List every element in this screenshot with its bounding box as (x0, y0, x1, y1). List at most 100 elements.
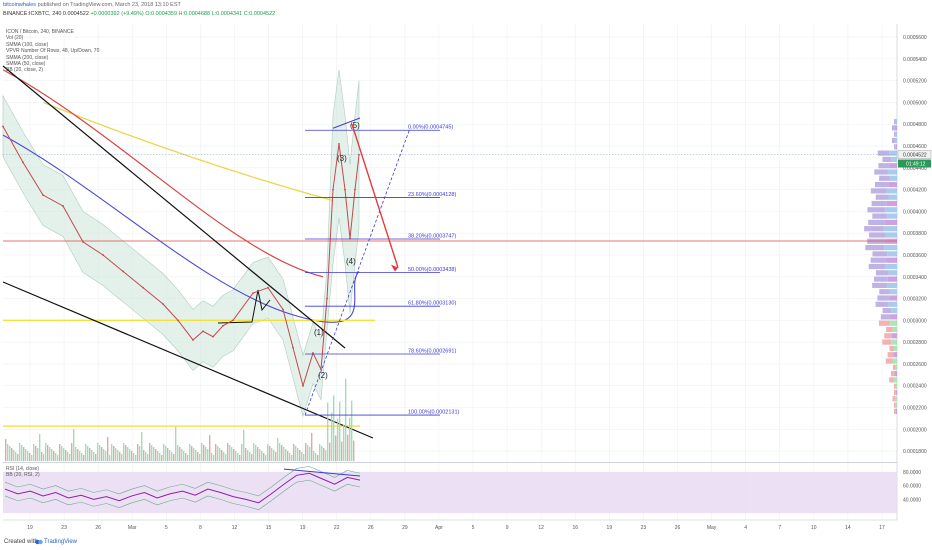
volume-bar (19, 443, 21, 461)
volume-bar (21, 445, 23, 461)
vpvr-bar (871, 200, 887, 207)
price-point (282, 308, 284, 311)
volume-bar (179, 447, 181, 461)
vpvr-bar (865, 245, 885, 251)
fib-level-label: 0.00%(0.0004745) (408, 125, 453, 131)
price-point (122, 270, 124, 273)
vpvr-bar (892, 326, 897, 333)
symbol-line: BINANCE:ICXBTC, 240 0.0004522 +0.0000392… (3, 11, 275, 18)
volume-bar (173, 454, 175, 461)
vpvr-bar (889, 377, 894, 383)
wave-line (332, 117, 361, 129)
created-with-text: Created with (4, 539, 38, 545)
x-tick-label: 26 (675, 525, 681, 531)
legend-item[interactable]: SMMA (50, close) (6, 61, 46, 68)
y-tick-label: 0.0004200 (903, 188, 927, 194)
close-price-label: 0.0004522 (62, 11, 89, 17)
legend-item[interactable]: VPVR Number Of Rows, 48, Up/Down, 70 (6, 48, 100, 55)
volume-bar (95, 454, 97, 461)
low-label: L:0.0004341 (211, 11, 243, 17)
fib-level-label: 78.60%(0.0002691) (408, 349, 456, 355)
x-tick-label: 7 (778, 525, 781, 531)
vpvr-bar (868, 263, 886, 270)
vpvr-bar (874, 169, 888, 175)
volume-bar (185, 453, 187, 461)
volume-bar (43, 454, 45, 461)
volume-bar (85, 444, 87, 461)
vpvr-bar (894, 144, 896, 150)
x-tick-label: 14 (845, 525, 851, 531)
legend-item[interactable]: ICON / Bitcoin, 240, BINANCE (6, 29, 74, 35)
volume-bar (155, 449, 157, 461)
volume-bar (201, 443, 203, 461)
volume-bar (171, 452, 173, 461)
volume-bar (217, 446, 219, 461)
smma-200-line (42, 101, 334, 202)
x-tick-label: 19 (300, 525, 306, 531)
volume-bar (281, 445, 283, 461)
vpvr-bar (895, 383, 897, 389)
volume-bar (203, 445, 205, 461)
vpvr-bar (886, 257, 897, 263)
volume-bar (207, 449, 209, 461)
wave-labels: (1) (2) (3) (4) (5) (314, 121, 360, 380)
volume-bar (149, 443, 151, 461)
close-label: C:0.0004522 (243, 11, 276, 17)
volume-bar (303, 454, 305, 461)
legend-item[interactable]: Vol (20) (6, 35, 24, 42)
volume-bar (131, 451, 133, 461)
vpvr-bar (892, 137, 895, 144)
volume-bar (67, 452, 69, 461)
volume-bar (35, 446, 37, 461)
legend-item[interactable]: SMMA (100, close) (6, 41, 49, 48)
legend-item[interactable]: SMMA (200, close) (6, 54, 49, 61)
y-tick-label: 0.0004400 (903, 166, 927, 172)
volume-bar (15, 452, 17, 461)
indicator-legend: ICON / Bitcoin, 240, BINANCE Vol (20) SM… (6, 29, 99, 74)
price-series (2, 125, 360, 388)
vpvr-bar (889, 320, 897, 326)
volume-bar (247, 450, 249, 461)
bollinger-bands (2, 69, 360, 418)
rsi-panel: 80.0000 60.0000 40.0000 (3, 466, 921, 514)
rsi-legend-item[interactable]: BB (20, RSI, 2) (6, 472, 40, 479)
vpvr-bar (887, 169, 897, 175)
volume-bar (181, 449, 183, 461)
countdown-label: 01:49:12 (906, 162, 926, 168)
rsi-tick-label: 80.0000 (903, 470, 921, 476)
rsi-legend-item[interactable]: RSI (14, close) (6, 466, 40, 472)
price-point (62, 205, 64, 207)
legend-item[interactable]: BB (20, close, 2) (6, 67, 43, 74)
x-tick-label: 17 (879, 525, 885, 531)
vpvr-bar (889, 289, 897, 295)
volume-bar (107, 437, 109, 461)
price-point (102, 254, 104, 256)
x-tick-label: May (707, 525, 717, 531)
volume-bar (291, 455, 293, 461)
volume-bar (299, 450, 301, 461)
author-link[interactable]: bitcoinwhales (3, 2, 37, 8)
volume-bar (13, 450, 15, 461)
rsi-bb-lower (4, 479, 361, 511)
vpvr-bar (870, 188, 887, 194)
vpvr-bar (893, 345, 897, 351)
volume-bar (165, 446, 167, 461)
volume-bar (261, 451, 263, 461)
volume-bar (81, 453, 83, 461)
volume-bar (343, 424, 345, 461)
volume-bar (241, 444, 243, 461)
volume-bar (189, 444, 191, 461)
tradingview-brand[interactable]: TradingView (44, 539, 78, 545)
volume-bar (113, 446, 115, 461)
fib-level-label: 61.80%(0.0003130) (408, 301, 456, 307)
vpvr-bar (894, 383, 896, 389)
price-point (222, 324, 224, 327)
y-tick-label: 0.0003600 (903, 253, 927, 259)
vpvr-bar (885, 263, 897, 270)
y-tick-label: 0.0002400 (903, 384, 927, 390)
volume-bar (109, 455, 111, 461)
volume-bar (47, 445, 49, 461)
volume-bar (31, 455, 33, 461)
volume-bar (49, 447, 51, 461)
